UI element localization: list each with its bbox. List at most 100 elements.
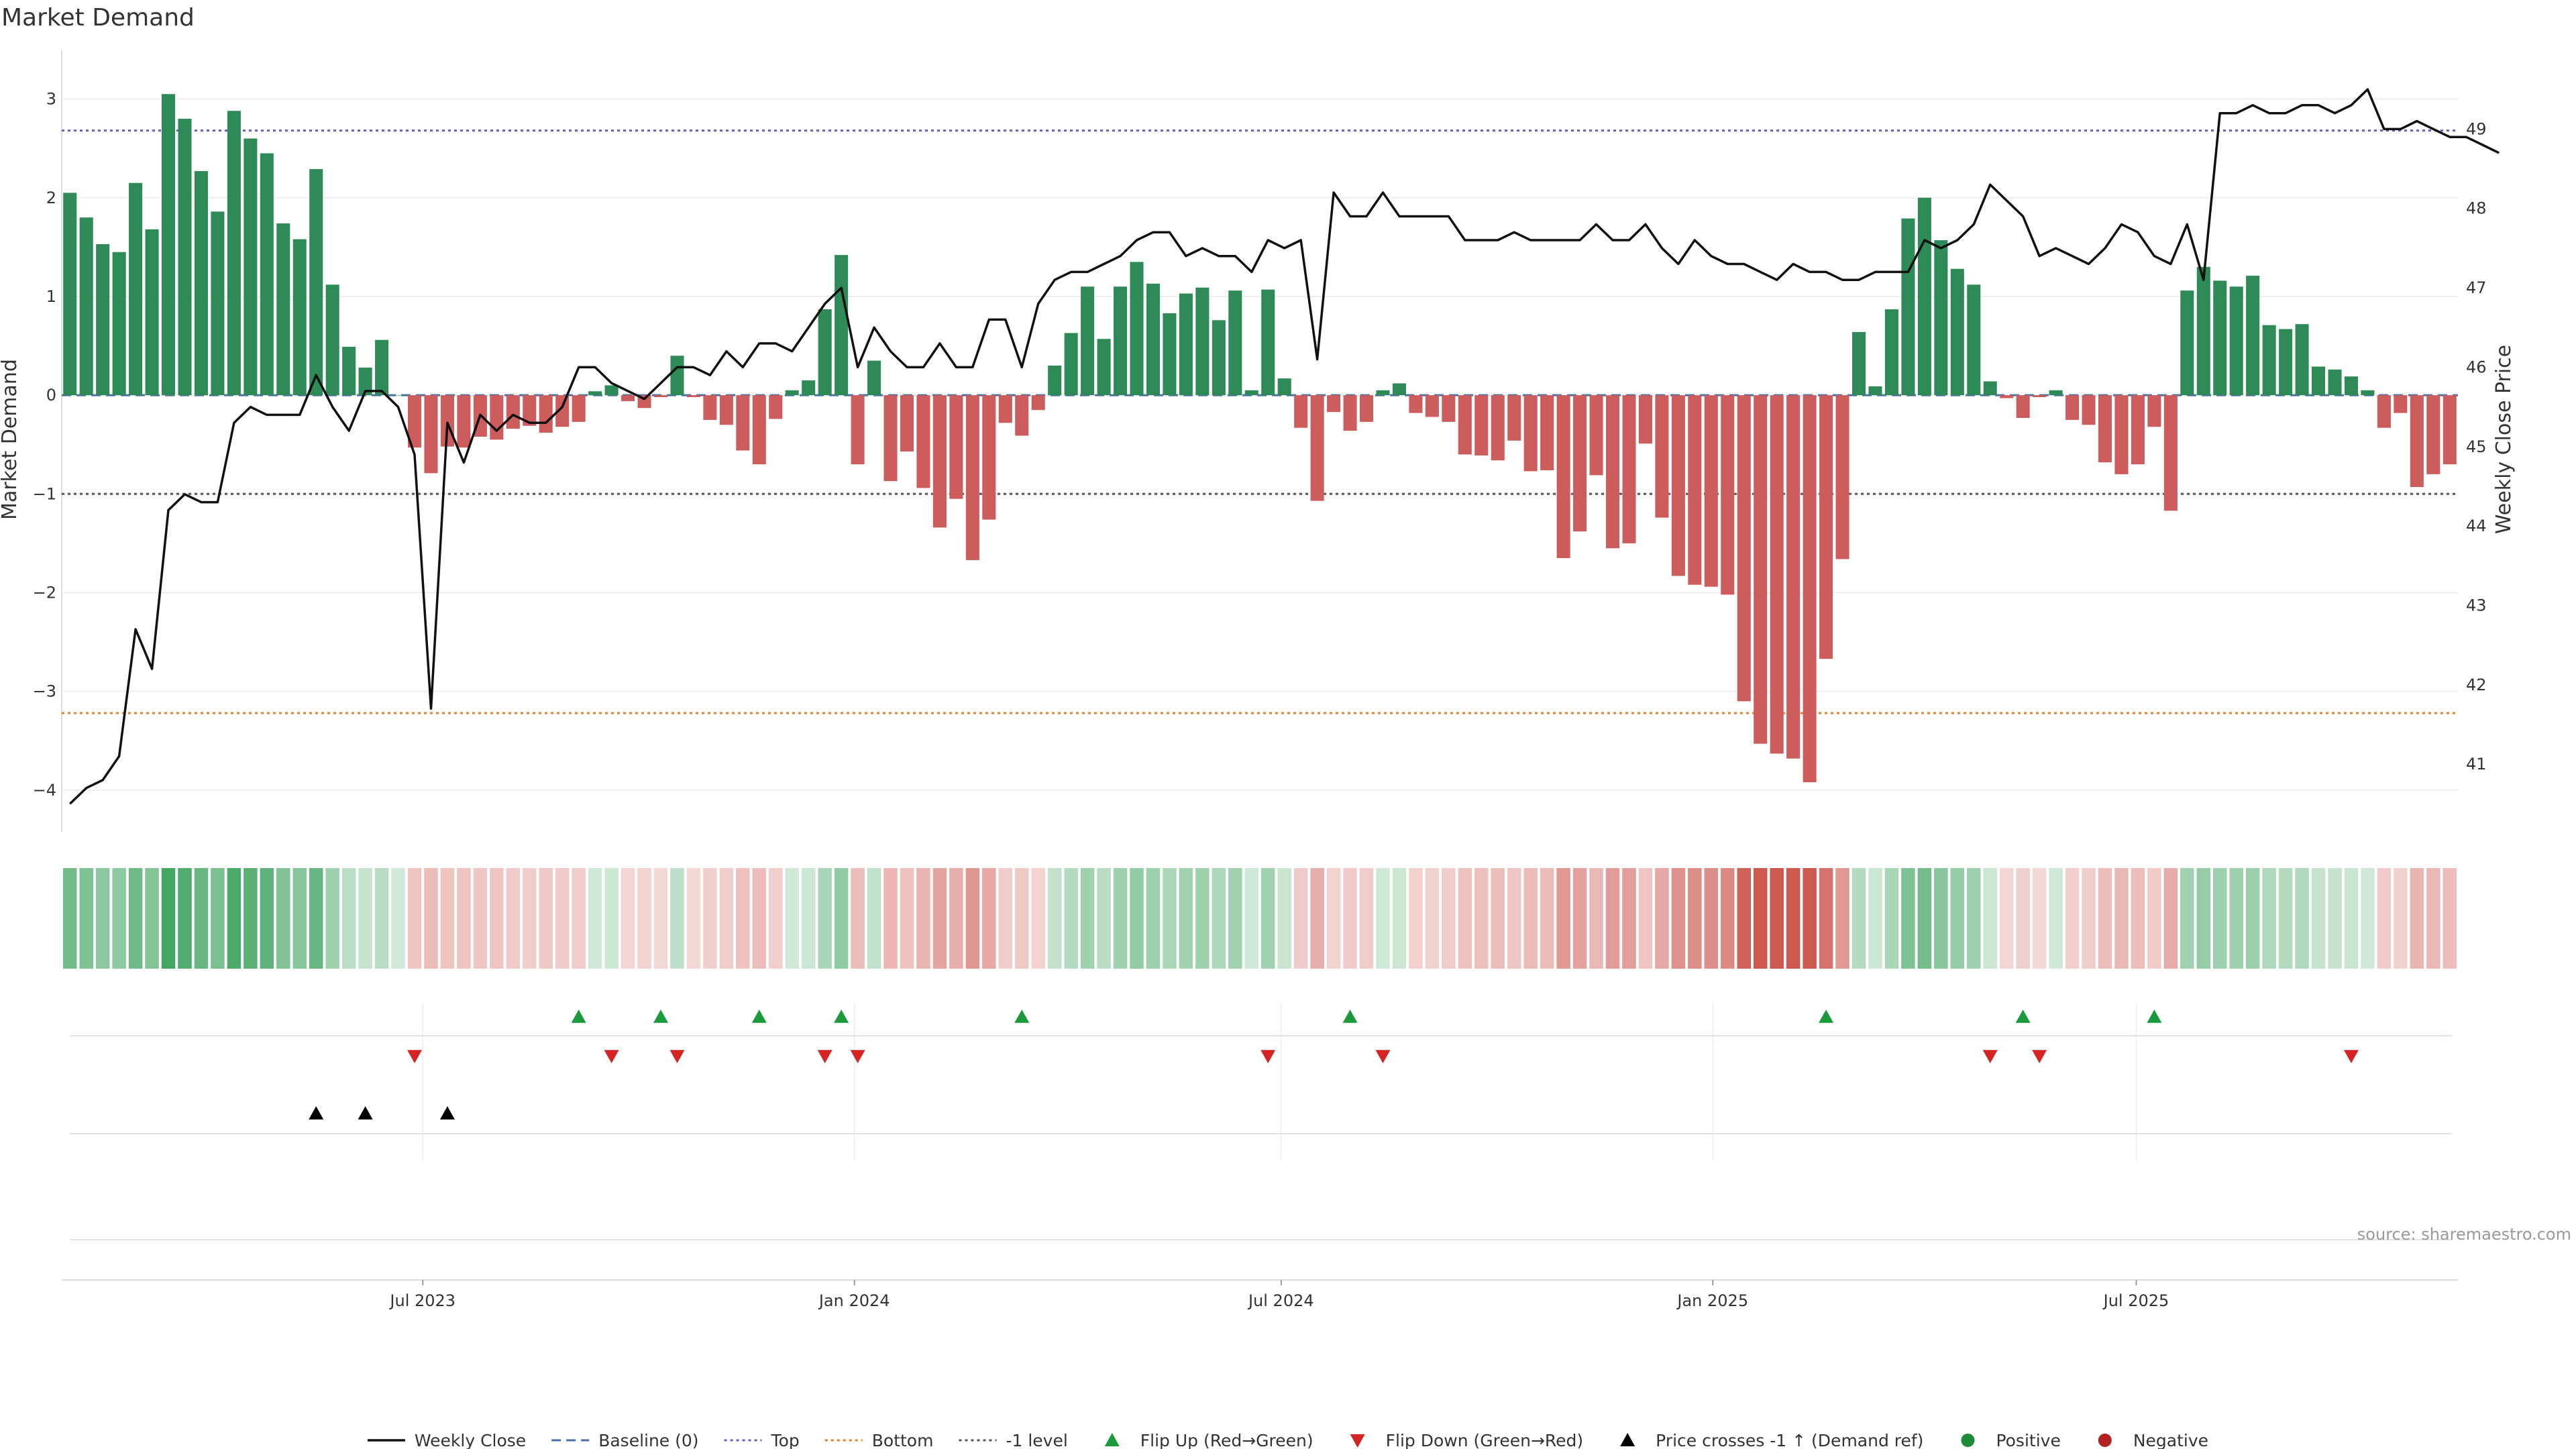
demand-bar xyxy=(1835,395,1849,559)
demand-bar xyxy=(1359,395,1374,422)
flip-down-marker xyxy=(407,1050,423,1063)
heat-cell xyxy=(2016,868,2030,969)
heat-cell xyxy=(2098,868,2112,969)
demand-bar xyxy=(2065,395,2080,420)
heat-cell xyxy=(1031,868,1045,969)
demand-bar xyxy=(916,395,930,488)
demand-bar xyxy=(2033,395,2047,398)
flip-down-marker xyxy=(604,1050,619,1063)
demand-bar xyxy=(818,309,832,396)
heat-cell xyxy=(1409,868,1423,969)
demand-bar xyxy=(1491,395,1505,461)
demand-bar xyxy=(358,367,372,396)
heat-cell xyxy=(2196,868,2211,969)
heat-cell xyxy=(391,868,405,969)
legend-item: Bottom xyxy=(824,1431,933,1449)
demand-bar xyxy=(523,395,537,426)
demand-bar xyxy=(670,356,684,396)
demand-bar xyxy=(227,111,241,396)
demand-bar xyxy=(1442,395,1456,422)
heat-cell xyxy=(2311,868,2326,969)
heat-cell xyxy=(2426,868,2440,969)
heat-cell xyxy=(1179,868,1193,969)
heat-cell xyxy=(916,868,930,969)
heat-cell xyxy=(244,868,258,969)
legend-item: Flip Down (Green→Red) xyxy=(1350,1431,1584,1449)
legend-dot-icon xyxy=(2098,1434,2112,1447)
heat-cell xyxy=(703,868,717,969)
heat-cell xyxy=(1704,868,1719,969)
heat-cell xyxy=(2245,868,2260,969)
y2-tick-label: 41 xyxy=(2466,755,2487,773)
heat-cell xyxy=(1819,868,1833,969)
demand-bar xyxy=(457,395,471,448)
heat-cell xyxy=(2032,868,2047,969)
demand-bar xyxy=(1819,395,1833,659)
heat-cell xyxy=(1343,868,1357,969)
heat-cell xyxy=(867,868,881,969)
heat-cell xyxy=(1130,868,1144,969)
y2-tick-label: 44 xyxy=(2466,517,2487,535)
price-line xyxy=(68,88,2500,805)
heat-cell xyxy=(1146,868,1161,969)
heat-cell xyxy=(637,868,651,969)
legend-label: Flip Up (Red→Green) xyxy=(1140,1431,1313,1449)
demand-bar xyxy=(1179,293,1193,396)
heat-cell xyxy=(1442,868,1456,969)
demand-bar xyxy=(1228,290,1242,396)
demand-bar xyxy=(1409,395,1423,413)
heat-cell xyxy=(2328,868,2342,969)
demand-bar xyxy=(1688,395,1702,585)
y2-tick-label: 48 xyxy=(2466,199,2487,218)
heat-cell xyxy=(1622,868,1636,969)
heat-cell xyxy=(949,868,963,969)
x-tick-label: Jul 2025 xyxy=(2102,1291,2169,1310)
heat-cell xyxy=(1326,868,1341,969)
heat-cell xyxy=(341,868,356,969)
heat-cell xyxy=(1720,868,1735,969)
legend-triangle-up-icon xyxy=(1620,1433,1635,1446)
heat-cell xyxy=(539,868,553,969)
demand-bar xyxy=(604,385,619,396)
heat-cell xyxy=(95,868,110,969)
heat-cell xyxy=(424,868,438,969)
demand-bar xyxy=(851,395,865,465)
legend-label: Flip Down (Green→Red) xyxy=(1386,1431,1584,1449)
y-tick-label: −2 xyxy=(33,583,56,602)
legend-triangle-up-icon xyxy=(1104,1433,1120,1446)
demand-bar xyxy=(178,119,192,396)
heat-cell xyxy=(1688,868,1702,969)
heat-cell xyxy=(292,868,307,969)
heat-cell xyxy=(473,868,488,969)
heat-cell xyxy=(1014,868,1029,969)
heat-cell xyxy=(112,868,126,969)
demand-bar xyxy=(2410,395,2424,488)
demand-bar xyxy=(112,252,126,396)
heat-cell xyxy=(1803,868,1817,969)
heat-cell xyxy=(1523,868,1538,969)
heat-cell xyxy=(2394,868,2408,969)
heat-cell xyxy=(1047,868,1062,969)
demand-bar xyxy=(1786,395,1801,759)
demand-bar xyxy=(703,395,717,420)
demand-bar xyxy=(2098,395,2112,463)
demand-bar xyxy=(244,138,258,396)
heat-cell xyxy=(883,868,898,969)
legend-item: Negative xyxy=(2098,1431,2208,1449)
demand-bar xyxy=(2049,390,2063,396)
demand-bar xyxy=(1589,395,1603,476)
heat-cell xyxy=(2295,868,2309,969)
demand-bar xyxy=(1048,365,1062,396)
y-tick-label: 0 xyxy=(46,386,56,405)
heat-cell xyxy=(998,868,1013,969)
demand-bar xyxy=(621,395,635,401)
demand-bar xyxy=(1917,197,1931,396)
heat-cell xyxy=(1212,868,1226,969)
legend-item: Baseline (0) xyxy=(551,1431,699,1449)
demand-bar xyxy=(1212,320,1226,396)
demand-bar xyxy=(2000,395,2014,398)
heat-cell xyxy=(2065,868,2080,969)
demand-bar xyxy=(1803,395,1817,783)
demand-bar xyxy=(2426,395,2440,474)
heat-cell xyxy=(2278,868,2293,969)
